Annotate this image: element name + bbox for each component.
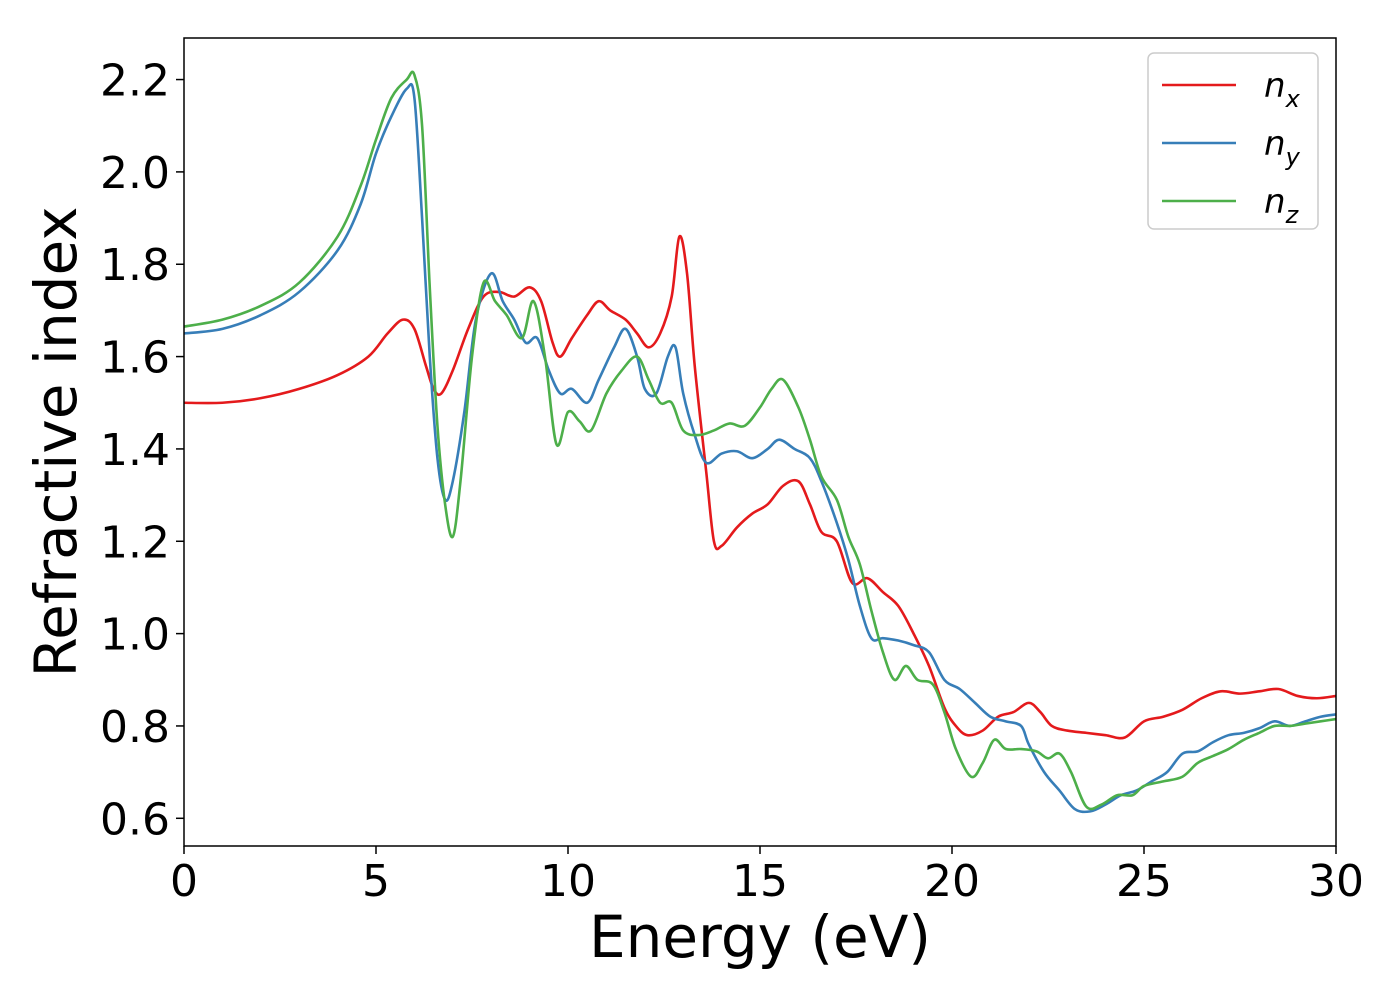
x-tick-label: 0 [170,856,198,907]
series-line-ny [184,82,1336,814]
series-line-nz [184,70,1336,811]
y-tick-label: 1.2 [100,517,170,568]
x-axis-label: Energy (eV) [589,903,931,971]
x-tick-label: 5 [362,856,390,907]
x-tick-label: 15 [732,856,788,907]
y-tick-label: 0.8 [100,702,170,753]
x-axis-ticks: 0 5 10 15 20 25 30 [170,846,1364,907]
x-tick-label: 25 [1116,856,1172,907]
series-layer [184,70,1336,814]
legend-box [1147,52,1319,230]
y-tick-label: 1.6 [100,333,170,384]
x-tick-label: 30 [1308,856,1364,907]
series-line-nx [184,234,1336,740]
x-tick-label: 10 [540,856,596,907]
y-tick-label: 0.6 [100,794,170,845]
legend-entries: nx ny nz [1162,66,1301,229]
y-tick-label: 1.8 [100,240,170,291]
x-tick-label: 20 [924,856,980,907]
y-axis-label: Refractive index [22,206,90,677]
legend-label-nx: nx [1264,66,1301,113]
legend-label-nz: nz [1264,182,1300,229]
y-axis-ticks: 0.6 0.8 1.0 1.2 1.4 1.6 1.8 2.0 2.2 [100,56,184,845]
legend: nx ny nz [1147,52,1319,230]
y-tick-label: 2.0 [100,148,170,199]
y-tick-label: 2.2 [100,56,170,107]
y-tick-label: 1.4 [100,425,170,476]
y-tick-label: 1.0 [100,610,170,661]
legend-label-ny: ny [1264,124,1301,171]
